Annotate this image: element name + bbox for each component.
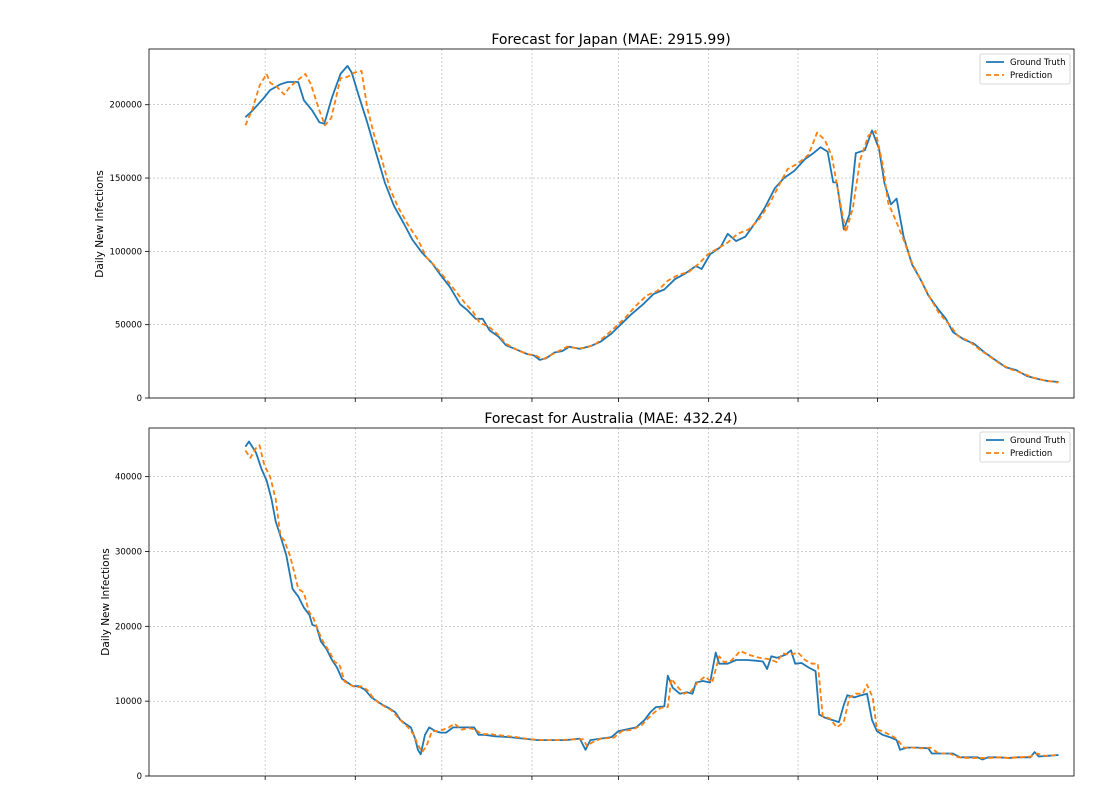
- y-tick-label: 30000: [115, 547, 142, 557]
- plot-frame: [148, 48, 1075, 399]
- legend: Ground Truth Prediction: [979, 53, 1071, 85]
- chart-title: Forecast for Australia (MAE: 432.24): [484, 411, 737, 427]
- y-tick-label: 50000: [115, 321, 142, 331]
- series-lines: [244, 65, 1059, 384]
- japan-forecast-chart: Forecast for Japan (MAE: 2915.99) Daily …: [94, 32, 1075, 404]
- x-ticks: [264, 776, 878, 780]
- x-ticks: [264, 398, 878, 402]
- gridlines: [149, 428, 1074, 777]
- legend: Ground Truth Prediction: [979, 431, 1071, 463]
- legend-label-prediction: Prediction: [1010, 449, 1052, 459]
- y-tick-label: 20000: [115, 622, 142, 632]
- y-axis-label: Daily New Infections: [100, 548, 112, 655]
- chart-title: Forecast for Japan (MAE: 2915.99): [491, 32, 730, 48]
- y-ticks: 0 50000 100000 150000 200000: [110, 101, 149, 404]
- y-tick-label: 200000: [110, 101, 142, 111]
- ground-truth-line: [244, 440, 1059, 761]
- y-tick-label: 0: [137, 772, 142, 782]
- y-axis-label: Daily New Infections: [94, 170, 106, 277]
- y-tick-label: 40000: [115, 473, 142, 483]
- series-lines: [244, 440, 1059, 761]
- legend-label-ground-truth: Ground Truth: [1010, 58, 1066, 68]
- prediction-line: [244, 444, 1059, 759]
- y-tick-label: 100000: [110, 247, 142, 257]
- y-tick-label: 0: [137, 394, 142, 404]
- australia-forecast-chart: Forecast for Australia (MAE: 432.24) Dai…: [100, 411, 1075, 782]
- plot-frame: [148, 427, 1075, 777]
- y-tick-label: 10000: [115, 697, 142, 707]
- y-ticks: 0 10000 20000 30000 40000: [115, 473, 149, 782]
- legend-label-prediction: Prediction: [1010, 71, 1052, 81]
- legend-label-ground-truth: Ground Truth: [1010, 436, 1066, 446]
- prediction-line: [244, 70, 1059, 384]
- y-tick-label: 150000: [110, 174, 142, 184]
